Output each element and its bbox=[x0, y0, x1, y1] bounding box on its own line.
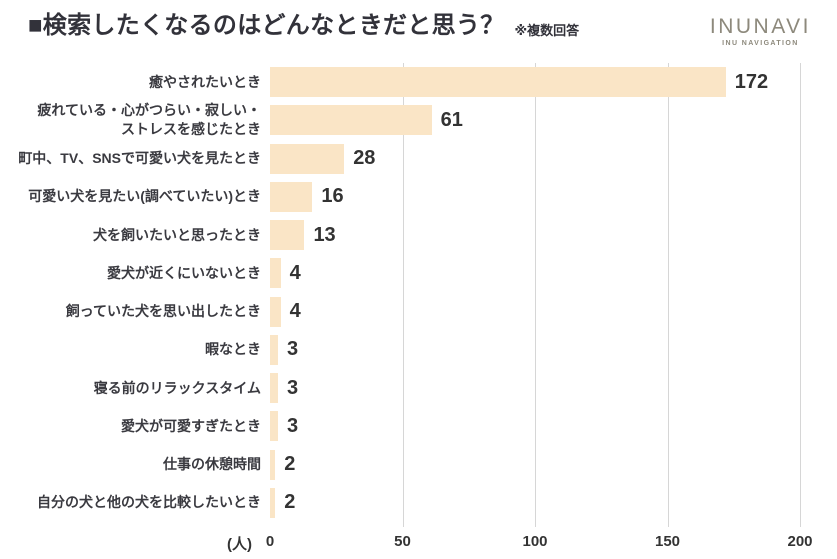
bar bbox=[270, 258, 281, 289]
category-label: 愛犬が近くにいないとき bbox=[107, 264, 261, 281]
bar-track: 4 bbox=[270, 254, 837, 292]
header: ■検索したくなるのはどんなときだと思う？ ※複数回答 INUNAVI INU N… bbox=[28, 12, 817, 47]
bar-row: 自分の犬と他の犬を比較したいとき 2 bbox=[0, 484, 837, 522]
axis-tick-label: 200 bbox=[787, 533, 813, 550]
value-label: 3 bbox=[286, 414, 299, 437]
category-label: 疲れている・心がつらい・寂しい・ ストレスを感じたとき bbox=[37, 102, 261, 138]
page-title: ■検索したくなるのはどんなときだと思う？ bbox=[28, 12, 505, 39]
value-label: 28 bbox=[353, 147, 376, 170]
axis-tick-label: 100 bbox=[522, 533, 548, 550]
gridline bbox=[800, 63, 801, 527]
value-label: 61 bbox=[440, 108, 463, 131]
bar-track: 172 bbox=[270, 63, 837, 101]
bar-row: 可愛い犬を見たい(調べていたい)とき 16 bbox=[0, 178, 837, 216]
axis-tick-label: 50 bbox=[394, 533, 411, 550]
bar bbox=[270, 449, 276, 480]
bar-rows: 癒やされたいとき 172 疲れている・心がつらい・寂しい・ ストレスを感じたとき 61… bbox=[0, 63, 837, 522]
category-label: 仕事の休憩時間 bbox=[163, 456, 261, 473]
bar-row: 疲れている・心がつらい・寂しい・ ストレスを感じたとき 61 bbox=[0, 101, 837, 139]
x-axis: (人) 0 50 100 150 200 bbox=[227, 531, 813, 559]
axis-tick-label: 0 bbox=[265, 533, 275, 550]
bar-row: 町中、TV、SNSで可愛い犬を見たとき 28 bbox=[0, 140, 837, 178]
gridline bbox=[667, 63, 669, 527]
bar-row: 飼っていた犬を思い出したとき 4 bbox=[0, 293, 837, 331]
category-label: 犬を飼いたいと思ったとき bbox=[93, 226, 261, 243]
bar-row: 犬を飼いたいと思ったとき 13 bbox=[0, 216, 837, 254]
category-label: 暇なとき bbox=[205, 341, 261, 358]
bar bbox=[270, 105, 432, 136]
category-label: 町中、TV、SNSで可愛い犬を見たとき bbox=[18, 150, 261, 167]
bar-row: 愛犬が可愛すぎたとき 3 bbox=[0, 407, 837, 445]
value-label: 16 bbox=[321, 185, 344, 208]
bar bbox=[270, 373, 278, 404]
bar-track: 4 bbox=[270, 293, 837, 331]
category-label: 寝る前のリラックスタイム bbox=[93, 379, 261, 396]
bar-row: 暇なとき 3 bbox=[0, 331, 837, 369]
value-label: 2 bbox=[284, 491, 296, 514]
bar-track: 2 bbox=[270, 446, 837, 484]
value-label: 4 bbox=[289, 261, 301, 284]
bar-track: 16 bbox=[270, 178, 837, 216]
bar-track: 61 bbox=[270, 101, 837, 139]
bar-row: 愛犬が近くにいないとき 4 bbox=[0, 254, 837, 292]
bar bbox=[270, 487, 276, 518]
bar bbox=[270, 181, 313, 212]
bar-row: 仕事の休憩時間 2 bbox=[0, 446, 837, 484]
category-label: 癒やされたいとき bbox=[149, 73, 261, 90]
value-label: 3 bbox=[286, 376, 299, 399]
title-block: ■検索したくなるのはどんなときだと思う？ ※複数回答 bbox=[28, 12, 579, 41]
value-label: 2 bbox=[284, 453, 296, 476]
bar-chart: 癒やされたいとき 172 疲れている・心がつらい・寂しい・ ストレスを感じたとき 61… bbox=[0, 63, 837, 559]
brand-name: INUNAVI bbox=[709, 15, 811, 38]
value-label: 3 bbox=[286, 338, 299, 361]
value-label: 13 bbox=[313, 223, 336, 246]
gridline bbox=[535, 63, 536, 527]
bar bbox=[270, 143, 345, 174]
multiple-answers-note: ※複数回答 bbox=[514, 22, 580, 38]
gridline bbox=[402, 63, 404, 527]
category-label: 自分の犬と他の犬を比較したいとき bbox=[37, 494, 261, 511]
category-label: 可愛い犬を見たい(調べていたい)とき bbox=[28, 188, 261, 205]
bar-track: 3 bbox=[270, 369, 837, 407]
category-label: 愛犬が可愛すぎたとき bbox=[121, 417, 261, 434]
bar-track: 3 bbox=[270, 407, 837, 445]
bar bbox=[270, 334, 278, 365]
bar-track: 13 bbox=[270, 216, 837, 254]
gridlines-layer bbox=[270, 63, 801, 527]
bar bbox=[270, 296, 281, 327]
bar-row: 癒やされたいとき 172 bbox=[0, 63, 837, 101]
axis-unit-label: (人) bbox=[227, 536, 252, 553]
brand-logo: INUNAVI INU NAVIGATION bbox=[710, 16, 811, 47]
bar bbox=[270, 411, 278, 442]
bar-row: 寝る前のリラックスタイム 3 bbox=[0, 369, 837, 407]
value-label: 172 bbox=[734, 70, 769, 93]
bar-track: 2 bbox=[270, 484, 837, 522]
bar-track: 28 bbox=[270, 140, 837, 178]
value-label: 4 bbox=[289, 300, 301, 323]
bar-track: 3 bbox=[270, 331, 837, 369]
category-label: 飼っていた犬を思い出したとき bbox=[65, 303, 261, 320]
bar bbox=[270, 67, 726, 98]
bar bbox=[270, 220, 305, 251]
axis-tick-label: 150 bbox=[654, 533, 681, 550]
brand-tagline: INU NAVIGATION bbox=[722, 40, 799, 47]
